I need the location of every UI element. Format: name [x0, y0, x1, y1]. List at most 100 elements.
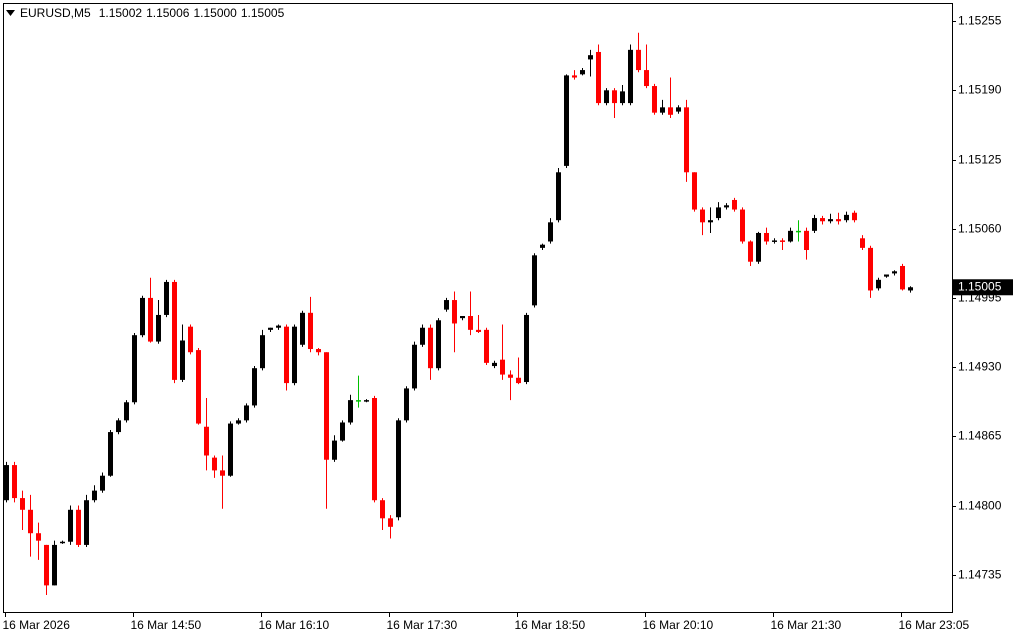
candle-body — [636, 49, 641, 71]
candle-body — [244, 405, 249, 421]
candle-body — [892, 271, 897, 274]
candle-body — [220, 470, 225, 476]
candle-body — [820, 218, 825, 222]
candle-body — [788, 230, 793, 242]
candle-body — [380, 500, 385, 519]
candle-body — [676, 107, 681, 112]
candle-body — [804, 230, 809, 251]
candle-body — [644, 70, 649, 87]
x-tick-label: 16 Mar 18:50 — [515, 618, 586, 632]
candle-body — [652, 86, 657, 113]
candle-body — [492, 362, 497, 367]
candle-body — [684, 107, 689, 173]
candle-body — [484, 329, 489, 363]
candle-body — [740, 209, 745, 242]
candle-body — [596, 51, 601, 104]
candle-body — [724, 205, 729, 208]
candle-body — [12, 465, 17, 499]
candle-body — [588, 55, 593, 60]
candle-body — [468, 316, 473, 330]
candle-body — [172, 281, 177, 380]
candle-body — [452, 300, 457, 324]
candle-body — [292, 326, 297, 384]
candle-body — [4, 465, 9, 501]
candle-body — [868, 247, 873, 291]
candle-body — [228, 423, 233, 476]
candle-body — [204, 426, 209, 456]
candle-body — [316, 349, 321, 353]
candle-body — [116, 420, 121, 433]
candle-body — [780, 240, 785, 242]
candle-body — [540, 244, 545, 248]
candle-body — [356, 400, 361, 402]
candle-body — [556, 172, 561, 221]
candle-body — [900, 265, 905, 290]
last-price-label: 1.15005 — [958, 279, 1002, 293]
candle-body — [708, 220, 713, 223]
candle-body — [100, 475, 105, 491]
candle-body — [876, 279, 881, 289]
y-tick-label: 1.14930 — [958, 360, 1002, 374]
candle-body — [908, 287, 913, 291]
candle-body — [52, 544, 57, 586]
candle-body — [612, 90, 617, 104]
candle-body — [324, 352, 329, 460]
candle-body — [628, 49, 633, 104]
candle-body — [372, 397, 377, 501]
y-tick-label: 1.15060 — [958, 222, 1002, 236]
candle-body — [476, 329, 481, 332]
candle-body — [340, 422, 345, 441]
candle-body — [388, 518, 393, 527]
candle-body — [516, 377, 521, 384]
candle-body — [36, 533, 41, 541]
chart-header: EURUSD,M5 1.15002 1.15006 1.15000 1.15005 — [20, 6, 285, 20]
candle-body — [436, 320, 441, 369]
candle-body — [668, 107, 673, 115]
candle-body — [852, 212, 857, 221]
candle-body — [564, 75, 569, 166]
x-tick-label: 16 Mar 2026 — [3, 618, 71, 632]
candle-body — [284, 326, 289, 384]
candle-body — [860, 238, 865, 248]
candle-body — [396, 420, 401, 518]
candle-body — [108, 432, 113, 476]
symbol: EURUSD,M5 — [20, 6, 91, 20]
candles — [4, 32, 913, 595]
candle-body — [532, 255, 537, 306]
candle-body — [580, 70, 585, 75]
candle-body — [132, 335, 137, 403]
x-tick-label: 16 Mar 17:30 — [387, 618, 458, 632]
candle-body — [20, 498, 25, 510]
candle-body — [444, 300, 449, 310]
y-tick-label: 1.14735 — [958, 568, 1002, 582]
candle-body — [260, 335, 265, 369]
candle-body — [124, 402, 129, 421]
candle-body — [732, 199, 737, 210]
candle-body — [44, 544, 49, 586]
candle-body — [28, 509, 33, 534]
candle-body — [428, 327, 433, 369]
candle-body — [716, 207, 721, 219]
candle-body — [836, 219, 841, 222]
candle-body — [548, 222, 553, 242]
last-price-box — [953, 279, 1013, 296]
candle-body — [756, 232, 761, 262]
candle-body — [620, 91, 625, 104]
candle-body — [420, 327, 425, 345]
candle-body — [332, 440, 337, 460]
candle-body — [60, 541, 65, 544]
candle-body — [188, 326, 193, 353]
candle-body — [308, 312, 313, 350]
candle-body — [212, 457, 217, 471]
candle-body — [572, 75, 577, 78]
candle-body — [156, 314, 161, 342]
menu-arrow[interactable] — [6, 10, 15, 16]
candle-body — [764, 232, 769, 242]
x-tick-label: 16 Mar 21:30 — [771, 618, 842, 632]
candle-body — [796, 230, 801, 233]
candle-body — [660, 107, 665, 113]
candle-body — [180, 340, 185, 380]
plot-frame — [3, 3, 953, 613]
y-tick-label: 1.14865 — [958, 429, 1002, 443]
